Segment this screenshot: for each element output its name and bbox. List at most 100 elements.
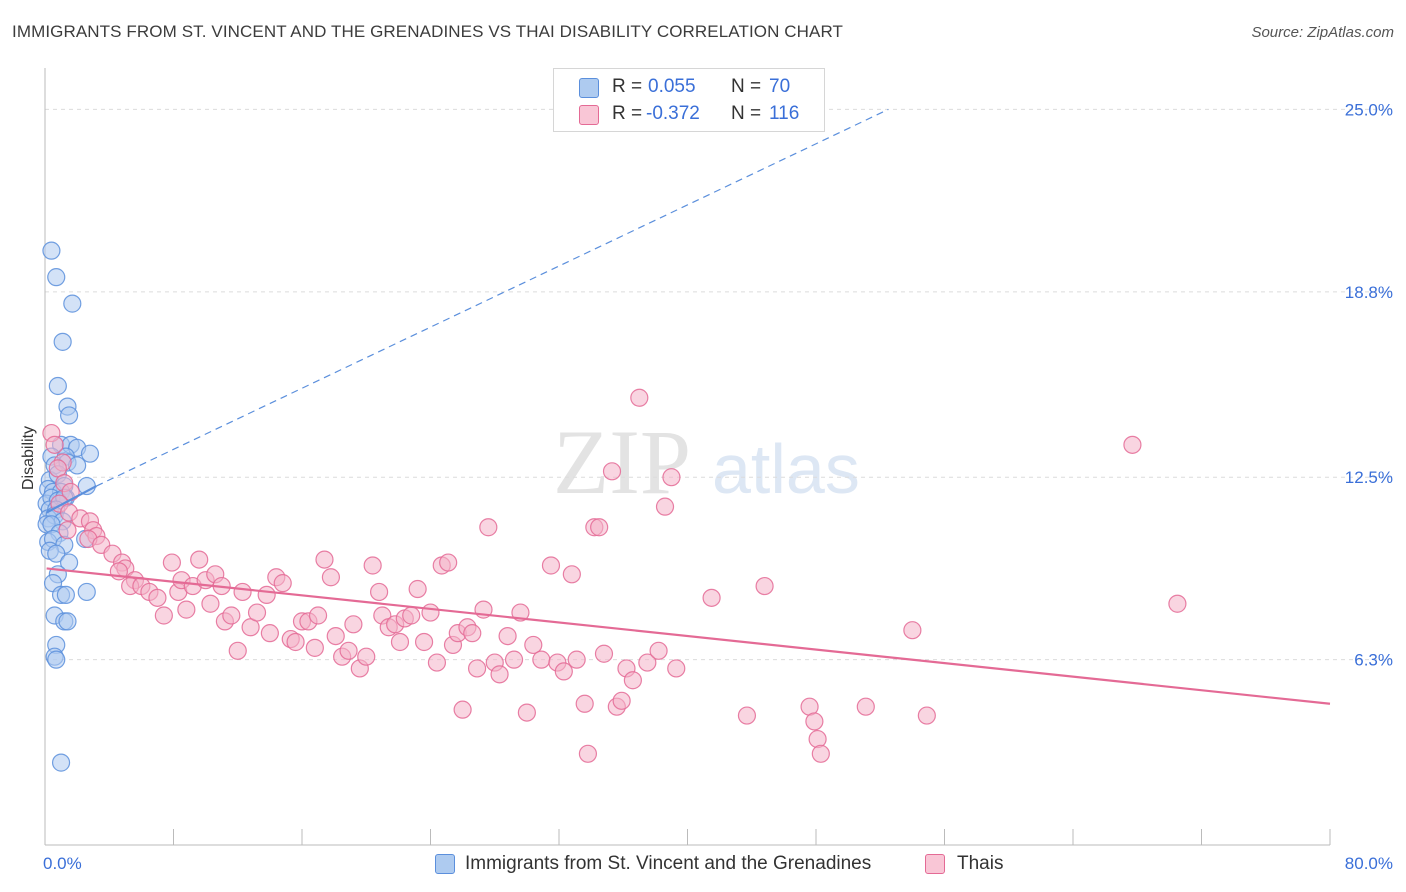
trend-line-dashed: [96, 108, 889, 487]
n-label: N =: [731, 76, 762, 97]
data-point: [467, 659, 487, 678]
data-point: [63, 294, 82, 313]
r-label: R =: [612, 103, 643, 124]
data-point: [321, 568, 341, 587]
data-point: [273, 574, 292, 593]
data-point: [308, 606, 328, 625]
x-tick-label: 80.0%: [1345, 854, 1393, 873]
data-point: [51, 753, 71, 772]
stats-legend-row-immigrants: R = 0.055 N = 70: [554, 74, 824, 100]
data-point: [856, 697, 875, 716]
n-label: N =: [731, 103, 762, 124]
data-point: [59, 406, 79, 425]
y-tick-label: 25.0%: [1345, 100, 1393, 119]
data-point: [154, 606, 173, 625]
data-point: [260, 624, 279, 643]
data-point: [490, 665, 509, 684]
y-tick-labels: 6.3% 12.5% 18.8% 25.0%: [1345, 100, 1393, 669]
n-value: 70: [769, 76, 791, 97]
data-point: [590, 518, 609, 537]
data-point: [228, 641, 247, 660]
y-tick-label: 6.3%: [1354, 651, 1393, 670]
data-point: [808, 729, 827, 749]
data-point: [532, 650, 551, 669]
data-point: [655, 497, 675, 516]
data-point: [233, 582, 252, 602]
data-point: [190, 550, 209, 569]
data-point: [77, 582, 96, 602]
data-point: [370, 582, 389, 602]
data-point: [504, 650, 524, 669]
data-point: [162, 553, 181, 572]
data-point: [667, 659, 686, 678]
data-point: [56, 585, 75, 605]
data-point: [805, 712, 824, 731]
data-point: [602, 462, 622, 481]
data-point: [1123, 435, 1142, 454]
data-point: [517, 703, 536, 722]
data-point: [53, 332, 72, 351]
data-point: [421, 603, 440, 622]
data-point: [594, 644, 614, 663]
data-point: [45, 435, 64, 454]
data-point: [414, 632, 434, 652]
r-value: 0.055: [648, 76, 696, 97]
data-point: [554, 662, 573, 681]
trend-line: [46, 485, 97, 514]
data-point: [903, 621, 922, 640]
legend-swatch-thais: [579, 105, 599, 125]
data-point: [58, 612, 77, 631]
data-point: [811, 744, 830, 763]
source-label: Source: ZipAtlas.com: [1251, 24, 1394, 41]
data-point: [363, 556, 382, 575]
gridlines: [45, 108, 1392, 661]
watermark-atlas: atlas: [712, 430, 860, 508]
series-legend: Immigrants from St. Vincent and the Gren…: [0, 852, 1406, 878]
legend-swatch-immigrants: [435, 854, 455, 874]
data-point: [463, 624, 482, 643]
data-point: [48, 376, 67, 396]
data-point: [286, 632, 305, 652]
data-point: [612, 691, 631, 710]
data-point: [498, 626, 517, 646]
n-value: 116: [769, 103, 800, 124]
data-point: [649, 641, 668, 660]
data-point: [257, 585, 276, 605]
data-point: [222, 606, 241, 625]
data-point: [47, 544, 66, 563]
data-point: [315, 550, 334, 569]
x-tick-label: 0.0%: [43, 854, 82, 873]
data-point: [567, 650, 586, 669]
stats-legend-row-thais: R = -0.372 N = 116: [554, 101, 824, 127]
trend-line: [46, 567, 1331, 705]
data-point: [575, 694, 594, 713]
y-tick-label: 18.8%: [1345, 283, 1393, 302]
data-point: [638, 653, 657, 672]
data-point: [201, 594, 220, 613]
data-point: [541, 556, 561, 575]
data-point: [42, 241, 61, 260]
data-point: [511, 603, 530, 622]
legend-swatch-thais: [925, 854, 945, 874]
data-point: [479, 518, 498, 537]
watermark-zip: ZIP: [553, 411, 691, 513]
data-point: [402, 606, 421, 625]
data-point: [408, 579, 427, 599]
data-point: [344, 615, 363, 634]
data-point: [247, 603, 267, 622]
data-point: [58, 521, 77, 540]
data-point: [305, 638, 324, 657]
data-point: [80, 444, 100, 463]
data-point: [737, 706, 757, 725]
data-point: [357, 647, 376, 666]
data-point: [390, 632, 410, 652]
data-point: [1168, 594, 1187, 613]
legend-swatch-immigrants: [579, 78, 599, 98]
data-point: [662, 468, 681, 487]
data-point: [427, 653, 447, 672]
chart-title: IMMIGRANTS FROM ST. VINCENT AND THE GREN…: [12, 22, 844, 41]
x-tick-labels: 0.0% 80.0%: [43, 854, 1393, 873]
data-point: [148, 588, 167, 607]
stats-legend: R = 0.055 N = 70 R = -0.372 N = 116: [553, 68, 825, 132]
